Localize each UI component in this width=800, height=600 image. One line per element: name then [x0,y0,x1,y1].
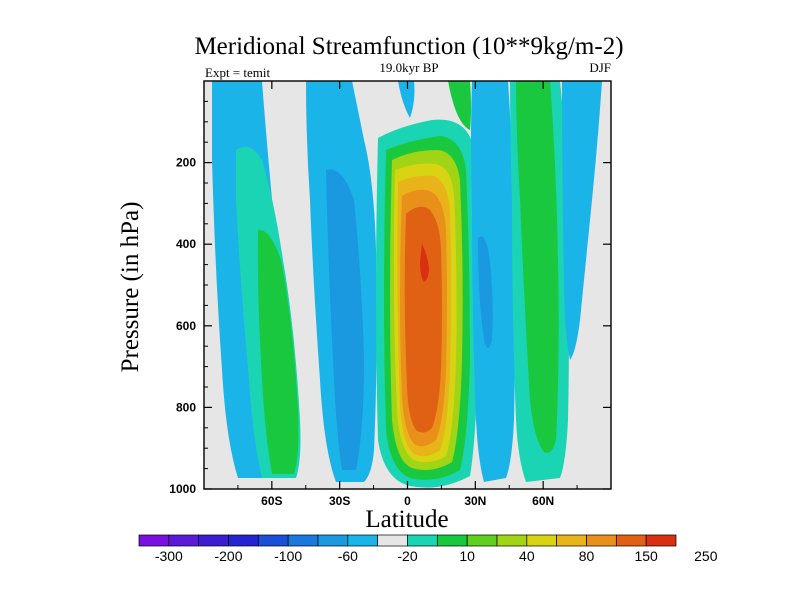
colorbar-swatch [556,534,587,547]
x-axis-label: Latitude [365,506,448,533]
colorbar-swatch [466,534,498,547]
colorbar-swatch [317,534,349,547]
colorbar-tick-label: 10 [459,548,475,564]
colorbar-tick-label: -60 [338,548,358,564]
season-label: DJF [589,60,611,75]
colorbar [138,534,677,547]
experiment-label: Expt = temit [205,65,270,80]
colorbar-swatch [228,534,259,547]
contour-hadley-level-250 [404,206,442,433]
colorbar-swatch [168,534,200,547]
y-tick-label: 200 [176,156,196,170]
x-tick-label: 60S [261,494,282,508]
contour-fills [212,81,602,488]
colorbar-swatch [257,534,289,547]
x-tick-labels: 60S 30S 0 30N 60N [261,494,554,508]
colorbar-swatch [526,534,558,547]
contour-nh-ferrel-core [516,81,559,453]
colorbar-swatch [407,534,438,547]
colorbar-swatch [377,534,408,547]
colorbar-tick-label: 250 [694,548,718,564]
colorbar-labels: -300 -200 -100 -60 -20 10 40 80 150 250 [155,548,718,564]
x-tick-label: 0 [404,494,411,508]
colorbar-swatch [138,534,170,547]
colorbar-tick-label: 40 [519,548,535,564]
chart-title: Meridional Streamfunction (10**9kg/m-2) [194,33,623,60]
contour-upper-strip-green [448,81,471,130]
x-tick-marks [237,81,578,489]
colorbar-tick-label: -200 [214,548,242,564]
contour-plot-area: 60S 30S 0 30N 60N 200 400 600 800 1000 [169,80,612,508]
y-tick-label: 400 [176,237,196,251]
colorbar-tick-label: -100 [274,548,302,564]
colorbar-swatch [347,534,379,547]
contour-hadley-core [420,244,429,282]
contour-nh-polar-cyan [562,81,602,360]
colorbar-swatch [287,534,319,547]
y-tick-labels: 200 400 600 800 1000 [169,156,196,496]
time-label: 19.0kyr BP [379,60,438,75]
colorbar-swatch [436,534,468,547]
y-tick-label: 800 [176,400,196,414]
colorbar-swatch [496,534,528,547]
contour-sh-ferrel-green [257,229,299,474]
colorbar-tick-label: 80 [579,548,595,564]
colorbar-tick-label: -300 [155,548,183,564]
y-tick-marks [204,100,611,490]
y-tick-label: 1000 [169,482,196,496]
x-tick-label: 30S [329,494,350,508]
colorbar-swatch [586,534,617,547]
colorbar-swatch [645,534,677,547]
contour-upper-strip-cyan [398,81,415,118]
y-axis-label: Pressure (in hPa) [117,202,144,373]
contour-nh-return-cyan [471,81,515,482]
contour-nh-return-blue [478,236,493,348]
colorbar-swatch [615,534,647,547]
colorbar-tick-label: -20 [397,548,417,564]
x-tick-label: 60N [532,494,554,508]
contour-sh-subtropical-blue [326,169,364,470]
colorbar-swatch [198,534,229,547]
x-tick-label: 30N [464,494,486,508]
y-tick-label: 600 [176,319,196,333]
colorbar-tick-label: 150 [634,548,658,564]
